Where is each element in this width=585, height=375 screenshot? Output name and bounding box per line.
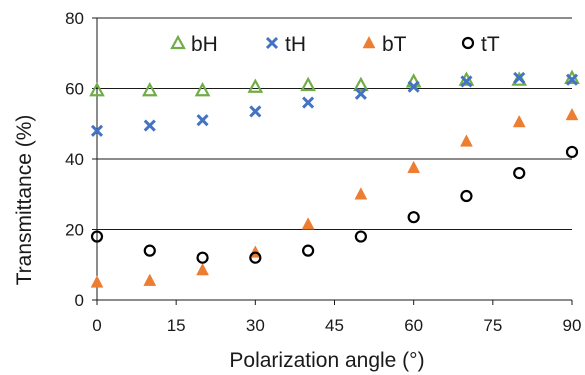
y-tick-label: 60 bbox=[65, 80, 84, 99]
tick-labels: 0 20 40 60 80 0 15 30 45 60 75 90 bbox=[65, 9, 581, 335]
point-tH-50 bbox=[354, 87, 367, 100]
x-tick-label: 75 bbox=[483, 316, 502, 335]
data-points bbox=[89, 69, 580, 288]
point-tT-0 bbox=[90, 230, 104, 243]
x-marker-stroke bbox=[354, 87, 367, 100]
point-tT-50 bbox=[354, 230, 367, 243]
x-marker-stroke bbox=[249, 105, 262, 118]
series-bH bbox=[89, 69, 580, 97]
legend-label-tT: tT bbox=[481, 33, 500, 56]
axes bbox=[92, 17, 573, 305]
legend-marker-tH bbox=[265, 36, 279, 50]
y-tick-label: 80 bbox=[65, 9, 84, 28]
point-tT-80 bbox=[513, 167, 526, 180]
legend-label-bH: bH bbox=[191, 33, 218, 56]
point-tH-60 bbox=[407, 80, 420, 93]
point-tH-40 bbox=[302, 96, 315, 109]
x-tick-label: 45 bbox=[325, 316, 344, 335]
y-axis-title: Transmittance (%) bbox=[13, 115, 36, 286]
y-tick-label: 20 bbox=[65, 221, 84, 240]
point-bH-30 bbox=[247, 78, 264, 93]
legend-marker-bT bbox=[362, 35, 376, 49]
point-bT-20 bbox=[196, 262, 209, 276]
x-tick-label: 60 bbox=[404, 316, 423, 335]
x-tick-label: 90 bbox=[563, 316, 582, 335]
legend-item-tT: tT bbox=[461, 33, 500, 56]
point-tT-90 bbox=[565, 145, 579, 159]
legend-label-tH: tH bbox=[285, 33, 306, 56]
point-bT-80 bbox=[512, 114, 526, 128]
x-marker-stroke bbox=[460, 75, 473, 88]
point-tH-0 bbox=[90, 124, 104, 137]
x-marker-stroke bbox=[565, 73, 579, 86]
legend-label-bT: bT bbox=[382, 33, 407, 56]
x-marker-stroke bbox=[90, 124, 104, 137]
point-tH-30 bbox=[249, 105, 262, 118]
x-marker-stroke bbox=[513, 71, 526, 84]
y-tick-label: 0 bbox=[75, 291, 84, 310]
point-tT-20 bbox=[196, 251, 209, 264]
point-bT-40 bbox=[301, 217, 315, 230]
point-tH-10 bbox=[143, 119, 156, 132]
x-marker-stroke bbox=[265, 36, 279, 50]
point-tT-40 bbox=[302, 244, 315, 257]
legend-item-bH: bH bbox=[170, 33, 218, 56]
point-tT-10 bbox=[143, 244, 156, 257]
point-tH-70 bbox=[460, 75, 473, 88]
point-bH-40 bbox=[300, 76, 316, 92]
point-bH-20 bbox=[194, 81, 211, 97]
point-bT-90 bbox=[565, 107, 579, 121]
point-tT-60 bbox=[407, 211, 420, 224]
legend-marker-bH bbox=[170, 34, 186, 50]
point-tT-70 bbox=[460, 189, 473, 203]
series-bT bbox=[90, 107, 579, 288]
legend-item-tH: tH bbox=[265, 33, 306, 56]
x-axis-title: Polarization angle (°) bbox=[229, 349, 424, 372]
point-bH-10 bbox=[141, 81, 158, 97]
point-bT-0 bbox=[90, 275, 104, 288]
x-marker-stroke bbox=[407, 80, 420, 93]
point-tH-80 bbox=[513, 71, 526, 84]
point-bT-10 bbox=[143, 273, 157, 286]
point-bH-50 bbox=[353, 76, 369, 92]
point-bT-70 bbox=[460, 134, 473, 147]
point-bT-60 bbox=[407, 160, 421, 174]
legend-marker-tT bbox=[461, 36, 475, 50]
series-tH bbox=[90, 71, 579, 137]
x-marker-stroke bbox=[302, 96, 315, 109]
y-tick-label: 40 bbox=[65, 150, 84, 169]
x-tick-label: 15 bbox=[167, 316, 186, 335]
point-tH-20 bbox=[196, 114, 209, 127]
x-tick-label: 30 bbox=[246, 316, 265, 335]
point-bH-0 bbox=[89, 81, 105, 97]
x-marker-stroke bbox=[196, 114, 209, 127]
point-tT-30 bbox=[249, 251, 262, 264]
gridlines bbox=[97, 17, 572, 230]
legend: bH tH bT tT bbox=[170, 33, 500, 56]
x-marker-stroke bbox=[143, 119, 156, 132]
point-bT-50 bbox=[354, 187, 368, 200]
legend-item-bT: bT bbox=[362, 33, 407, 56]
series-tT bbox=[90, 145, 579, 264]
x-tick-label: 0 bbox=[92, 316, 101, 335]
point-tH-90 bbox=[565, 73, 579, 86]
